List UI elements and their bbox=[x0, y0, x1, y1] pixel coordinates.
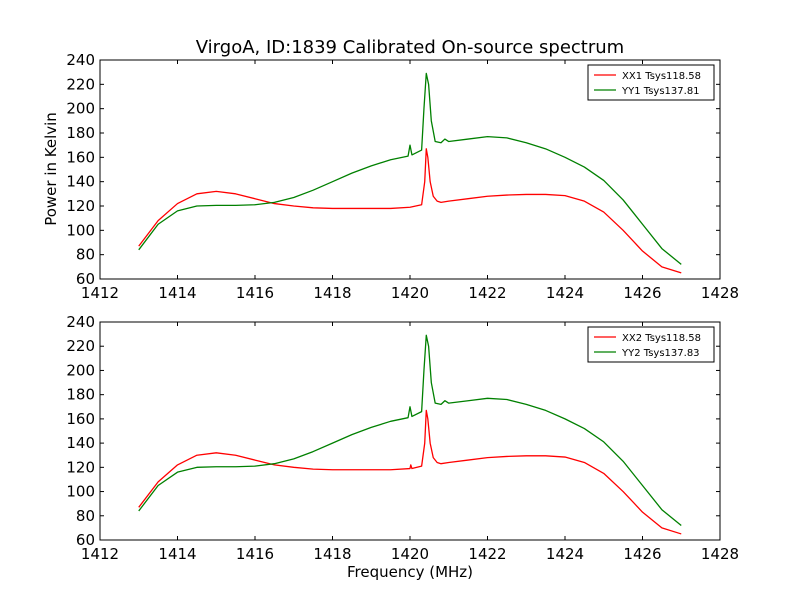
x-tick-label: 1424 bbox=[546, 284, 584, 302]
y-tick-label: 200 bbox=[66, 361, 95, 379]
y-tick-label: 200 bbox=[66, 100, 95, 118]
legend: XX1 Tsys118.58 YY1 Tsys137.81 bbox=[587, 64, 715, 101]
x-tick-label: 1412 bbox=[81, 545, 119, 563]
top-y-axis-label: Power in Kelvin bbox=[42, 112, 60, 226]
x-tick-label: 1414 bbox=[158, 545, 196, 563]
series-line-xx2 bbox=[138, 409, 682, 535]
legend-box bbox=[587, 326, 715, 363]
x-tick-label: 1418 bbox=[313, 545, 351, 563]
x-tick-label: 1418 bbox=[313, 284, 351, 302]
y-tick-label: 140 bbox=[66, 434, 95, 452]
y-tick-label: 120 bbox=[66, 197, 95, 215]
y-tick-label: 220 bbox=[66, 75, 95, 93]
top-spectrum-panel: 1412 1414 1416 1418 1420 1422 1424 1426 1428 60 80… bbox=[66, 51, 739, 302]
y-tick-label: 100 bbox=[66, 221, 95, 239]
bottom-x-axis-label: Frequency (MHz) bbox=[347, 563, 473, 581]
x-tick-label: 1422 bbox=[468, 545, 506, 563]
y-tick-label: 160 bbox=[66, 148, 95, 166]
y-tick-label: 140 bbox=[66, 173, 95, 191]
series-line-xx1 bbox=[138, 148, 682, 274]
y-tick-label: 80 bbox=[76, 507, 95, 525]
legend-label: XX2 Tsys118.58 bbox=[622, 333, 701, 344]
legend-box bbox=[587, 64, 715, 101]
x-tick-label: 1424 bbox=[546, 545, 584, 563]
x-tick-label: 1420 bbox=[391, 545, 429, 563]
bottom-spectrum-panel: 1412 1414 1416 1418 1420 1422 1424 1426 1428 60 80… bbox=[66, 313, 739, 563]
y-tick-label: 180 bbox=[66, 124, 95, 142]
y-tick-label: 180 bbox=[66, 386, 95, 404]
y-tick-label: 240 bbox=[66, 313, 95, 331]
y-tick-label: 120 bbox=[66, 458, 95, 476]
legend-label: YY2 Tsys137.83 bbox=[621, 348, 700, 359]
x-tick-label: 1420 bbox=[391, 284, 429, 302]
y-tick-label: 60 bbox=[76, 270, 95, 288]
series-line-yy2 bbox=[138, 334, 682, 526]
x-tick-label: 1428 bbox=[701, 284, 739, 302]
x-tick-label: 1426 bbox=[623, 284, 661, 302]
legend-label: YY1 Tsys137.81 bbox=[621, 86, 700, 97]
y-tick-label: 100 bbox=[66, 483, 95, 501]
y-tick-label: 160 bbox=[66, 410, 95, 428]
x-tick-label: 1416 bbox=[236, 545, 274, 563]
legend-label: XX1 Tsys118.58 bbox=[622, 71, 701, 82]
y-tick-label: 240 bbox=[66, 51, 95, 69]
x-tick-label: 1416 bbox=[236, 284, 274, 302]
chart-title: VirgoA, ID:1839 Calibrated On-source spe… bbox=[196, 37, 624, 58]
x-tick-label: 1412 bbox=[81, 284, 119, 302]
x-tick-label: 1414 bbox=[158, 284, 196, 302]
series-line-yy1 bbox=[138, 72, 682, 265]
legend: XX2 Tsys118.58 YY2 Tsys137.83 bbox=[587, 326, 715, 363]
x-tick-label: 1428 bbox=[701, 545, 739, 563]
x-tick-label: 1422 bbox=[468, 284, 506, 302]
y-tick-label: 220 bbox=[66, 337, 95, 355]
y-tick-label: 60 bbox=[76, 531, 95, 549]
x-tick-label: 1426 bbox=[623, 545, 661, 563]
y-tick-label: 80 bbox=[76, 246, 95, 264]
